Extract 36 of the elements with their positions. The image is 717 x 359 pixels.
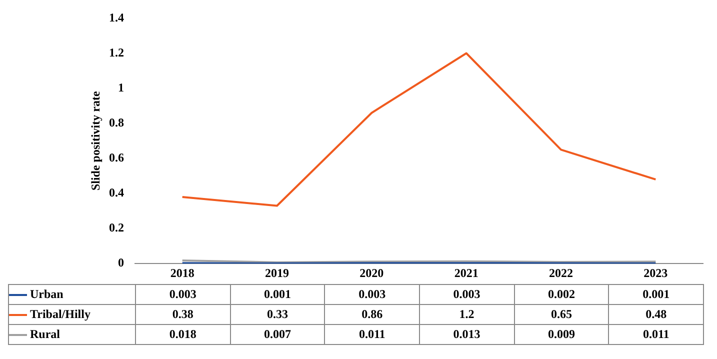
- y-tick-label: 1.4: [109, 10, 124, 24]
- y-tick-label: 0.4: [109, 186, 124, 200]
- x-tick-label: 2023: [644, 266, 668, 280]
- data-label: 0.001: [608, 284, 704, 304]
- y-tick-label: 1.2: [109, 45, 124, 60]
- data-label: 0.002: [514, 284, 609, 304]
- data-label: 0.009: [514, 324, 609, 344]
- x-tick-label: 2019: [265, 266, 289, 280]
- data-label: 0.48: [608, 304, 704, 324]
- x-tick-label: 2018: [170, 266, 194, 280]
- data-label: 0.001: [230, 284, 325, 304]
- data-label: 0.003: [419, 284, 514, 304]
- data-label: 0.011: [324, 324, 420, 344]
- y-tick-label: 0.2: [109, 220, 124, 235]
- x-tick-label: 2021: [454, 266, 478, 280]
- x-tick-label: 2020: [360, 266, 384, 280]
- y-tick-label: 0.8: [109, 115, 124, 130]
- data-label: 0.65: [514, 304, 609, 324]
- data-label: 1.2: [419, 304, 514, 324]
- data-label: 0.86: [324, 304, 420, 324]
- legend-label: Urban: [30, 287, 64, 301]
- legend-label: Rural: [30, 327, 60, 341]
- data-label: 0.003: [324, 284, 420, 304]
- data-label: 0.38: [136, 304, 230, 324]
- data-label: 0.007: [230, 324, 325, 344]
- y-tick-label: 0.6: [109, 150, 124, 165]
- y-tick-label: 0: [118, 256, 124, 270]
- data-label: 0.33: [230, 304, 325, 324]
- y-axis-title: Slide positivity rate: [88, 90, 102, 191]
- data-label: 0.013: [419, 324, 514, 344]
- data-label: 0.003: [136, 284, 230, 304]
- legend-label: Tribal/Hilly: [30, 307, 90, 321]
- data-label: 0.011: [608, 324, 704, 344]
- y-tick-label: 1: [118, 80, 124, 94]
- x-tick-label: 2022: [549, 266, 573, 280]
- data-label: 0.018: [136, 324, 230, 344]
